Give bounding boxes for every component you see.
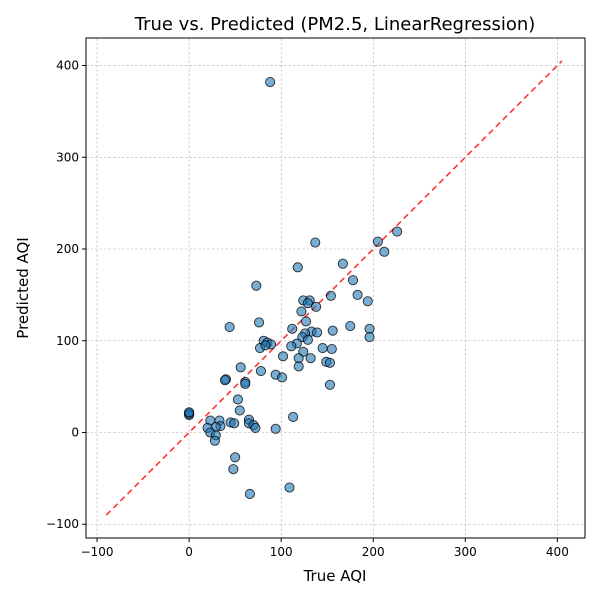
data-point xyxy=(362,296,373,307)
data-point xyxy=(288,411,299,422)
data-point xyxy=(327,325,338,336)
data-point xyxy=(234,405,245,416)
y-tick-label: 100 xyxy=(56,334,79,348)
data-point xyxy=(311,301,322,312)
plot-frame xyxy=(85,37,586,539)
data-point xyxy=(232,394,243,405)
data-point xyxy=(219,375,231,386)
data-point xyxy=(302,298,313,309)
data-point xyxy=(326,343,337,355)
x-tick-label: 400 xyxy=(546,545,569,559)
y-tick-label: 0 xyxy=(71,425,79,439)
data-point xyxy=(293,361,304,372)
x-axis-label: True AQI xyxy=(303,567,367,585)
data-point xyxy=(392,226,403,237)
data-point xyxy=(337,258,348,269)
data-point xyxy=(254,317,265,328)
x-tick-label: 100 xyxy=(270,545,293,559)
data-point xyxy=(244,488,255,500)
data-point xyxy=(310,237,321,248)
x-tick-label: 0 xyxy=(185,545,193,559)
y-axis-label: Predicted AQI xyxy=(14,237,32,338)
y-tick-label: 200 xyxy=(56,242,79,256)
data-point xyxy=(228,464,239,475)
data-point xyxy=(240,378,251,389)
data-point xyxy=(287,323,298,334)
data-point xyxy=(255,365,266,377)
data-point xyxy=(286,341,297,352)
data-point xyxy=(270,423,281,434)
data-point xyxy=(235,362,246,373)
data-point xyxy=(250,422,261,433)
y-tick-label: 400 xyxy=(56,59,79,73)
data-point xyxy=(260,340,271,351)
data-point xyxy=(347,275,359,286)
data-point xyxy=(224,321,235,333)
y-tick-label: 300 xyxy=(56,150,79,164)
data-points xyxy=(184,76,403,500)
data-point xyxy=(229,418,240,429)
data-point xyxy=(372,236,383,247)
x-tick-label: 200 xyxy=(362,545,385,559)
data-point xyxy=(364,332,375,343)
x-axis-ticks: −100 0 100 200 300 400 xyxy=(81,538,569,559)
data-point xyxy=(317,343,328,354)
data-point xyxy=(277,351,289,362)
y-tick-label: −100 xyxy=(46,517,79,531)
y-axis-ticks: −100 0 100 200 300 400 xyxy=(46,59,86,531)
data-point xyxy=(352,289,363,300)
data-point xyxy=(292,262,303,273)
x-tick-label: 300 xyxy=(454,545,477,559)
data-point xyxy=(302,334,313,345)
data-point xyxy=(300,316,312,327)
data-point xyxy=(296,306,307,317)
data-point xyxy=(265,76,276,88)
data-point xyxy=(379,246,390,257)
data-point xyxy=(324,379,336,390)
data-point xyxy=(312,327,323,338)
data-point xyxy=(230,452,241,463)
data-point xyxy=(184,407,195,418)
data-point xyxy=(284,482,295,493)
reference-line xyxy=(105,60,563,516)
data-point xyxy=(305,353,316,364)
data-point xyxy=(209,435,220,446)
chart-title: True vs. Predicted (PM2.5, LinearRegress… xyxy=(134,14,536,35)
data-point xyxy=(325,290,336,301)
data-point xyxy=(277,372,288,383)
reference-line-layer xyxy=(105,60,563,516)
grid-lines xyxy=(86,38,585,538)
data-point xyxy=(324,357,336,368)
x-tick-label: −100 xyxy=(81,545,114,559)
data-point xyxy=(251,280,262,291)
data-point xyxy=(345,321,356,332)
